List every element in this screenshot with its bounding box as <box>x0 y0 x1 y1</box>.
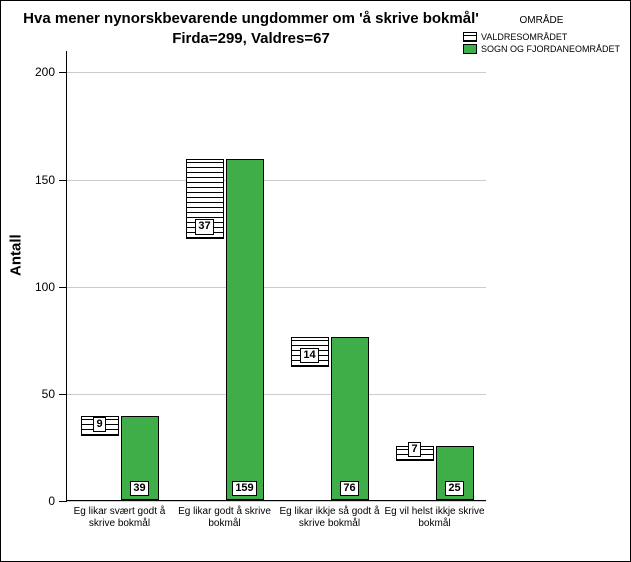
bar-value-label: 9 <box>93 417 105 432</box>
legend: OMRÅDE VALDRESOMRÅDET SOGN OG FJORDANEOM… <box>463 15 620 56</box>
y-tick-label: 0 <box>48 494 67 508</box>
bar-series-0: 14 <box>291 337 329 367</box>
bar-value-label: 7 <box>408 442 420 457</box>
bar-group: 1476Eg likar ikkje så godt å skrive bokm… <box>277 337 382 500</box>
legend-swatch-0 <box>463 32 477 42</box>
bar-value-label: 39 <box>130 481 148 496</box>
legend-item-0: VALDRESOMRÅDET <box>463 32 620 42</box>
chart-title: Hva mener nynorskbevarende ungdommer om … <box>1 9 501 48</box>
x-category-label: Eg likar svært godt å skrive bokmål <box>67 500 172 530</box>
legend-label-1: SOGN OG FJORDANEOMRÅDET <box>481 44 620 54</box>
x-category-label: Eg likar godt å skrive bokmål <box>172 500 277 530</box>
bar-value-label: 14 <box>300 348 318 363</box>
bar-series-1: 159 <box>226 159 264 500</box>
y-tick-label: 200 <box>35 65 67 79</box>
title-line2: Firda=299, Valdres=67 <box>172 30 330 47</box>
title-line1: Hva mener nynorskbevarende ungdommer om … <box>23 10 479 27</box>
x-category-label: Eg likar ikkje så godt å skrive bokmål <box>277 500 382 530</box>
gridline <box>67 72 486 73</box>
y-axis-title: Antall <box>8 234 25 276</box>
y-tick-label: 150 <box>35 173 67 187</box>
bar-series-0: 9 <box>81 416 119 435</box>
bar-series-0: 37 <box>186 159 224 238</box>
bar-series-1: 25 <box>436 446 474 500</box>
legend-label-0: VALDRESOMRÅDET <box>481 32 567 42</box>
bar-series-1: 39 <box>121 416 159 500</box>
y-tick-label: 100 <box>35 280 67 294</box>
bar-value-label: 76 <box>340 481 358 496</box>
bar-group: 725Eg vil helst ikkje skrive bokmål <box>382 446 487 500</box>
y-tick-label: 50 <box>42 387 67 401</box>
bar-series-1: 76 <box>331 337 369 500</box>
bar-value-label: 159 <box>232 481 256 496</box>
bar-value-label: 25 <box>445 481 463 496</box>
bar-series-0: 7 <box>396 446 434 461</box>
x-category-label: Eg vil helst ikkje skrive bokmål <box>382 500 487 530</box>
legend-title: OMRÅDE <box>463 15 620 26</box>
bar-group: 37159Eg likar godt å skrive bokmål <box>172 159 277 500</box>
bar-group: 939Eg likar svært godt å skrive bokmål <box>67 416 172 500</box>
bar-value-label: 37 <box>195 219 213 234</box>
legend-item-1: SOGN OG FJORDANEOMRÅDET <box>463 44 620 54</box>
chart-container: Hva mener nynorskbevarende ungdommer om … <box>0 0 631 562</box>
plot-area: 050100150200939Eg likar svært godt å skr… <box>66 51 486 501</box>
